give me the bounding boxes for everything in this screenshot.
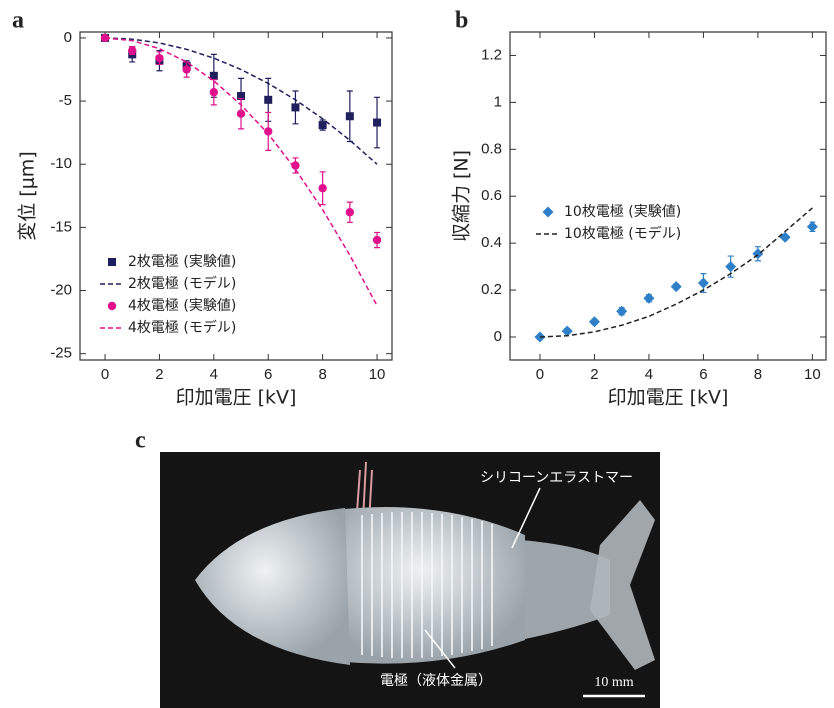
legend-label: 10枚電極 (モデル) (564, 225, 681, 242)
y-tick-label: -25 (50, 345, 72, 362)
x-tick-label: 4 (645, 366, 653, 383)
marker (589, 316, 600, 327)
legend-label: 4枚電極 (実験値) (128, 298, 236, 314)
x-tick-label: 10 (804, 366, 821, 383)
y-axis-label: 収縮力 [N] (451, 150, 473, 242)
marker (671, 281, 682, 292)
x-tick-label: 6 (699, 366, 707, 383)
legend-label: 10枚電極 (実験値) (564, 204, 681, 220)
x-tick-label: 2 (590, 366, 598, 383)
marker (346, 112, 354, 120)
x-tick-label: 8 (754, 366, 762, 383)
x-axis-label: 印加電圧 [kV] (608, 387, 729, 409)
y-tick-label: 0.4 (481, 234, 502, 251)
y-tick-label: 0 (64, 29, 72, 46)
panel-label: b (455, 8, 468, 34)
marker (373, 236, 381, 244)
legend-marker (108, 302, 116, 310)
marker (319, 121, 327, 129)
legend-marker (108, 258, 116, 266)
marker (780, 232, 791, 243)
marker (210, 88, 218, 96)
scale-bar-label: 10 mm (594, 675, 633, 690)
legend-label: 2枚電極 (モデル) (128, 275, 236, 292)
legend-label: 4枚電極 (モデル) (128, 319, 236, 336)
marker (373, 119, 381, 127)
x-tick-label: 0 (101, 366, 109, 383)
marker (264, 96, 272, 104)
marker (182, 65, 190, 73)
marker (643, 293, 654, 304)
marker (318, 184, 326, 192)
x-tick-label: 0 (536, 366, 544, 383)
y-tick-label: -10 (50, 155, 72, 172)
marker (291, 103, 299, 111)
y-tick-label: 1 (494, 93, 502, 110)
y-tick-label: -20 (50, 282, 72, 299)
y-tick-label: 0.2 (481, 281, 502, 298)
marker (346, 208, 354, 216)
x-tick-label: 4 (210, 366, 218, 383)
y-tick-label: 0.6 (481, 187, 502, 204)
fish-body (335, 507, 525, 664)
x-axis-label: 印加電圧 [kV] (176, 387, 297, 409)
y-tick-label: -15 (50, 218, 72, 235)
x-tick-label: 6 (264, 366, 272, 383)
panel-label: a (12, 8, 24, 34)
y-tick-label: 1.2 (481, 46, 502, 63)
legend-label: 2枚電極 (実験値) (128, 254, 236, 270)
material-label: シリコーンエラストマー (480, 470, 633, 486)
marker (155, 54, 163, 62)
plot-frame (510, 32, 826, 360)
x-tick-label: 10 (369, 366, 386, 383)
marker (128, 46, 136, 54)
photo: シリコーンエラストマー 電極（液体金属） 10 mm c (135, 428, 660, 708)
figure: シリコーンエラストマー 電極（液体金属） 10 mm c 02468100-5-… (0, 0, 834, 708)
x-tick-label: 2 (155, 366, 163, 383)
y-tick-label: 0.8 (481, 140, 502, 157)
y-tick-label: 0 (494, 328, 502, 345)
marker (616, 306, 627, 317)
y-tick-label: -5 (59, 92, 72, 109)
legend-marker (543, 207, 554, 218)
y-axis-label: 変位 [μm] (17, 151, 39, 240)
x-tick-label: 8 (318, 366, 326, 383)
marker (807, 221, 818, 232)
electrode-label: 電極（液体金属） (380, 673, 492, 689)
panel-label: c (135, 428, 146, 454)
marker (237, 110, 245, 118)
